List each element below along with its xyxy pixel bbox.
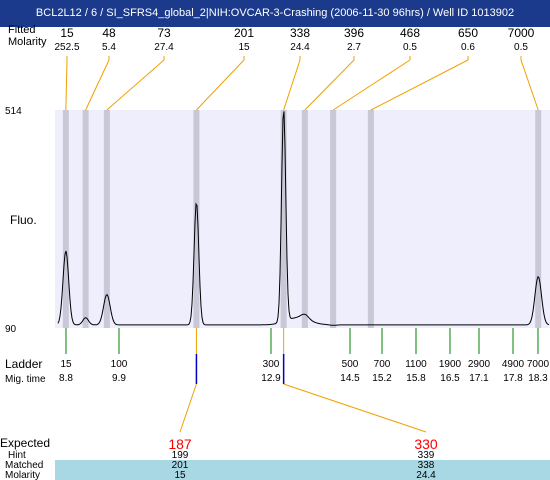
header-connector-0 — [65, 59, 68, 111]
ladder-time-1100: 15.8 — [406, 373, 426, 384]
ladder-label: Ladder — [5, 357, 42, 371]
fitted-label: Fitted — [8, 24, 36, 36]
table-molarity-value-1: 24.4 — [416, 470, 436, 480]
ladder-axis: Ladder Mig. time 15 8.8 100 9.9 300 12.9 500 14.5… — [5, 328, 550, 385]
y-axis: 514 90 Fluo. — [5, 106, 37, 335]
peak-band-7000 — [535, 110, 542, 328]
y-min-label: 90 — [5, 324, 17, 335]
hint-label: Hint — [8, 450, 26, 461]
header-connector-7 — [370, 59, 469, 111]
peak-band-15 — [62, 110, 69, 328]
expected-value-1: 330 — [414, 436, 438, 452]
fitted-value-8: 7000 — [508, 26, 535, 40]
ladder-time-1900: 16.5 — [440, 373, 460, 384]
ladder-time-700: 15.2 — [372, 373, 392, 384]
molarity-value-8: 0.5 — [514, 42, 528, 53]
peak-band-48 — [82, 110, 89, 328]
header-connector-8 — [520, 59, 539, 111]
ladder-size-15: 15 — [60, 359, 72, 370]
fitted-value-2: 73 — [157, 26, 171, 40]
molarity-value-2: 27.4 — [154, 42, 174, 53]
matched-label: Matched — [5, 460, 43, 471]
ladder-size-1100: 1100 — [405, 359, 427, 370]
trace-line — [57, 111, 550, 326]
ladder-size-300: 300 — [263, 359, 280, 370]
molarity-value-1: 5.4 — [102, 42, 116, 53]
peak-band-468 — [330, 110, 337, 328]
trace-layer — [57, 111, 550, 326]
y-max-label: 514 — [5, 106, 22, 117]
expected-value-0: 187 — [168, 436, 192, 452]
ladder-time-7000: 18.3 — [528, 373, 548, 384]
molarity-value-5: 2.7 — [347, 42, 361, 53]
ladder-size-100: 100 — [111, 359, 128, 370]
ladder-size-4900: 4900 — [502, 359, 525, 370]
molarity-value-6: 0.5 — [403, 42, 417, 53]
expected-connector-187 — [179, 383, 197, 433]
hint-value-0: 199 — [172, 450, 189, 461]
fitted-value-0: 15 — [60, 26, 74, 40]
header-connector-3 — [196, 59, 245, 111]
peak-band-201 — [193, 110, 200, 328]
y-axis-label: Fluo. — [10, 213, 37, 227]
header-connector-6 — [332, 59, 411, 111]
peak-bands — [62, 110, 542, 328]
hint-value-1: 339 — [418, 450, 435, 461]
molarity-value-0: 252.5 — [54, 42, 79, 53]
fitted-value-5: 396 — [344, 26, 364, 40]
matched-value-0: 201 — [172, 460, 189, 471]
peak-band-73 — [103, 110, 110, 328]
ladder-size-700: 700 — [374, 359, 391, 370]
header-connector-4 — [283, 59, 301, 111]
ladder-size-2900: 2900 — [468, 359, 491, 370]
ladder-time-300: 12.9 — [261, 373, 281, 384]
fitted-value-1: 48 — [102, 26, 116, 40]
peak-connectors — [65, 56, 539, 433]
molarity-label: Molarity — [8, 36, 47, 48]
ladder-size-1900: 1900 — [439, 359, 462, 370]
fitted-value-7: 650 — [458, 26, 478, 40]
ladder-size-500: 500 — [342, 359, 359, 370]
table-molarity-value-0: 15 — [174, 470, 186, 480]
ladder-time-15: 8.8 — [59, 373, 73, 384]
ladder-time-4900: 17.8 — [503, 373, 523, 384]
matched-row-background — [55, 460, 550, 480]
peak-band-396 — [301, 110, 308, 328]
matched-value-1: 338 — [418, 460, 435, 471]
header-connector-5 — [304, 59, 355, 111]
expected-label: Expected — [0, 436, 50, 450]
fitted-value-4: 338 — [290, 26, 310, 40]
ladder-time-500: 14.5 — [340, 373, 360, 384]
ladder-size-7000: 7000 — [527, 359, 550, 370]
header-connector-1 — [85, 59, 110, 111]
ladder-time-100: 9.9 — [112, 373, 126, 384]
molarity-value-7: 0.6 — [461, 42, 475, 53]
header-connector-2 — [106, 59, 165, 111]
molarity-value-3: 15 — [238, 42, 250, 53]
expected-connector-330 — [283, 383, 427, 433]
title-bar: BCL2L12 / 6 / SI_SFRS4_global_2|NIH:OVCA… — [0, 0, 550, 27]
fitted-value-6: 468 — [400, 26, 420, 40]
ladder-time-2900: 17.1 — [469, 373, 489, 384]
table-molarity-label: Molarity — [5, 470, 40, 480]
peak-band-650 — [367, 110, 374, 328]
molarity-value-4: 24.4 — [290, 42, 310, 53]
mig-time-label: Mig. time — [5, 374, 46, 385]
peak-band-338 — [280, 110, 287, 328]
fitted-value-3: 201 — [234, 26, 254, 40]
